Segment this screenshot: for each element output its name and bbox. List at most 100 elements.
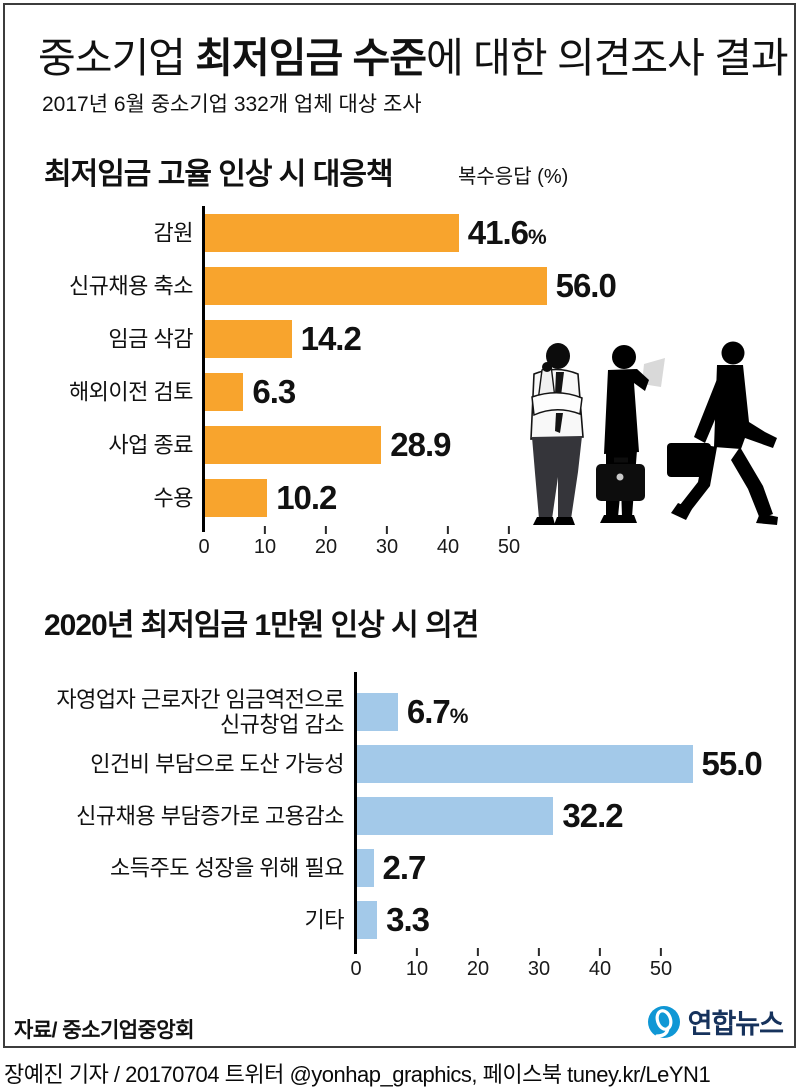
x-axis-tick: 30 bbox=[376, 526, 398, 559]
x-axis-tick-label: 10 bbox=[253, 536, 277, 558]
bar bbox=[205, 319, 292, 358]
bar-row: 신규채용 축소 56.0 bbox=[0, 259, 793, 312]
x-axis-tick: 20 bbox=[467, 948, 489, 981]
value-label: 14.2 bbox=[300, 319, 362, 357]
x-axis-tick: 0 bbox=[350, 948, 361, 981]
bar bbox=[357, 901, 378, 939]
x-axis-tick-label: 30 bbox=[375, 536, 399, 558]
chart1-response-measures: 감원 41.6% 신규채용 축소 56.0 임금 삭감 14.2 해외이전 검토 bbox=[0, 206, 793, 558]
bar-row: 사업 종료 28.9 bbox=[0, 418, 793, 471]
bar bbox=[205, 372, 244, 411]
category-label: 신규채용 축소 bbox=[68, 273, 194, 298]
bar-row: 기타 3.3 bbox=[0, 894, 793, 946]
x-axis-tick-label: 20 bbox=[314, 536, 338, 558]
value-label: 10.2 bbox=[276, 478, 337, 516]
bar bbox=[205, 425, 382, 464]
reading-man-figure bbox=[596, 345, 665, 523]
byline-credit: 장예진 기자 / 20170704 트위터 @yonhap_graphics, … bbox=[4, 1062, 711, 1087]
x-axis-tick-mark bbox=[264, 526, 266, 534]
x-axis-tick-mark bbox=[508, 526, 510, 534]
bar bbox=[357, 693, 398, 731]
category-label: 임금 삭감 bbox=[108, 326, 193, 351]
bar-row: 임금 삭감 14.2 bbox=[0, 312, 793, 365]
bar bbox=[357, 849, 374, 887]
percent-suffix: % bbox=[528, 225, 547, 249]
category-label: 자영업자 근로자간 임금역전으로 신규창업 감소 bbox=[56, 687, 344, 737]
x-axis-tick-label: 50 bbox=[497, 536, 521, 558]
chart1-x-axis: 0 10 20 30 40 50 bbox=[198, 526, 534, 560]
bar bbox=[205, 213, 459, 252]
content-frame bbox=[3, 3, 796, 1048]
category-label: 신규채용 부담증가로 고용감소 bbox=[76, 803, 344, 829]
x-axis-tick-mark bbox=[538, 948, 540, 956]
value-label: 55.0 bbox=[701, 745, 763, 782]
bar-row: 자영업자 근로자간 임금역전으로 신규창업 감소 6.7% bbox=[0, 686, 793, 738]
value-label: 28.9 bbox=[390, 425, 451, 463]
x-axis-tick-label: 0 bbox=[350, 958, 362, 980]
chart1-unit-note: 복수응답 (%) bbox=[458, 166, 569, 188]
x-axis-tick-mark bbox=[447, 526, 449, 534]
x-axis-tick-label: 10 bbox=[405, 958, 429, 980]
bar-row: 소득주도 성장을 위해 필요 2.7 bbox=[0, 842, 793, 894]
bar-row: 감원 41.6% bbox=[0, 206, 793, 259]
x-axis-tick-label: 50 bbox=[649, 958, 673, 980]
bar-row: 인건비 부담으로 도산 가능성 55.0 bbox=[0, 738, 793, 790]
category-label: 감원 bbox=[153, 220, 194, 245]
walking-man-figure bbox=[667, 341, 778, 525]
bar bbox=[205, 266, 547, 305]
page-title-suffix: 에 대한 의견조사 결과 bbox=[426, 35, 789, 81]
x-axis-tick-label: 20 bbox=[466, 958, 490, 980]
x-axis-tick: 40 bbox=[589, 948, 611, 981]
page-title-emphasis: 최저임금 수준 bbox=[195, 35, 427, 81]
x-axis-tick-mark bbox=[325, 526, 327, 534]
x-axis-tick-label: 40 bbox=[588, 958, 612, 980]
x-axis-tick-label: 30 bbox=[527, 958, 551, 980]
x-axis-tick: 20 bbox=[315, 526, 337, 559]
category-label: 수용 bbox=[153, 485, 194, 510]
chart2-x-axis: 0 10 20 30 40 50 bbox=[350, 948, 686, 982]
chart2-opinion-10000won: 자영업자 근로자간 임금역전으로 신규창업 감소 6.7% 인건비 부담으로 도… bbox=[0, 672, 793, 980]
x-axis-tick: 50 bbox=[650, 948, 672, 981]
value-label: 56.0 bbox=[555, 266, 617, 304]
value-label: 6.3 bbox=[252, 372, 296, 410]
chart1-y-axis-line bbox=[202, 206, 205, 532]
businessmen-silhouette-image bbox=[486, 336, 786, 533]
category-label: 기타 bbox=[304, 907, 345, 933]
value-label: 32.2 bbox=[562, 797, 623, 834]
chart1-title: 최저임금 고율 인상 시 대응책 bbox=[44, 158, 394, 191]
bar-row: 해외이전 검토 6.3 bbox=[0, 365, 793, 418]
yonhap-logo-text: 연합뉴스 bbox=[687, 1009, 784, 1039]
bar-row: 수용 10.2 bbox=[0, 471, 793, 524]
yonhap-logo-icon bbox=[647, 1005, 680, 1038]
bar bbox=[357, 745, 693, 783]
thinking-man-figure bbox=[530, 343, 584, 525]
x-axis-tick-mark bbox=[416, 948, 418, 956]
x-axis-tick: 10 bbox=[254, 526, 276, 559]
x-axis-tick: 0 bbox=[198, 526, 209, 559]
chart2-y-axis-line bbox=[354, 672, 357, 954]
percent-suffix: % bbox=[449, 705, 469, 728]
value-label: 2.7 bbox=[382, 849, 427, 886]
value-label: 3.3 bbox=[386, 901, 430, 938]
x-axis-tick: 30 bbox=[528, 948, 550, 981]
page-title: 중소기업 최저임금 수준에 대한 의견조사 결과 bbox=[38, 24, 789, 84]
value-label: 41.6% bbox=[467, 213, 547, 251]
x-axis-tick-label: 0 bbox=[198, 536, 210, 558]
x-axis-tick: 50 bbox=[498, 526, 520, 559]
survey-subtitle: 2017년 6월 중소기업 332개 업체 대상 조사 bbox=[42, 93, 422, 116]
bar bbox=[357, 797, 554, 835]
yonhap-news-logo: 연합뉴스 bbox=[645, 1002, 784, 1041]
value-label: 6.7% bbox=[406, 693, 469, 730]
category-label: 소득주도 성장을 위해 필요 bbox=[110, 855, 344, 881]
x-axis-tick-mark bbox=[386, 526, 388, 534]
data-source-label: 자료/ 중소기업중앙회 bbox=[14, 1019, 195, 1042]
x-axis-tick: 40 bbox=[437, 526, 459, 559]
x-axis-tick-mark bbox=[599, 948, 601, 956]
chart2-title: 2020년 최저임금 1만원 인상 시 의견 bbox=[44, 609, 479, 642]
bar bbox=[205, 478, 268, 517]
x-axis-tick-mark bbox=[660, 948, 662, 956]
page-title-prefix: 중소기업 bbox=[38, 35, 196, 81]
x-axis-tick: 10 bbox=[406, 948, 428, 981]
category-label: 사업 종료 bbox=[108, 432, 193, 457]
